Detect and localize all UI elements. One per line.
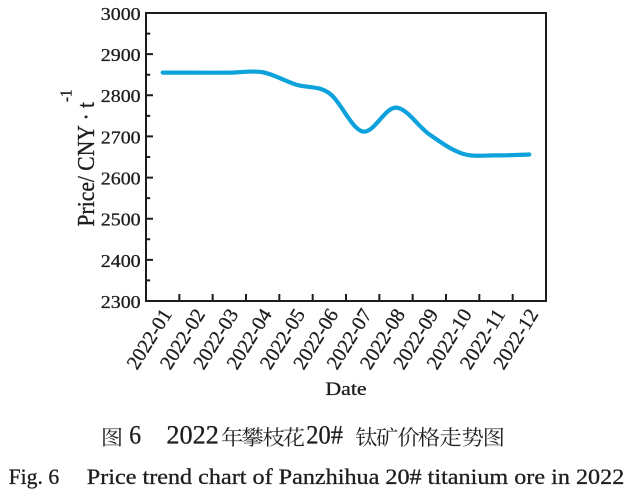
svg-text:2700: 2700	[101, 127, 141, 147]
svg-text:2400: 2400	[101, 251, 141, 271]
svg-text:3000: 3000	[101, 4, 141, 24]
svg-text:2500: 2500	[101, 210, 141, 230]
svg-text:6: 6	[129, 420, 141, 449]
svg-text:2800: 2800	[101, 86, 141, 106]
svg-text:2300: 2300	[101, 292, 141, 312]
svg-text:Fig. 6: Fig. 6	[9, 464, 60, 489]
svg-text:Price/ CNY · t-1: Price/ CNY · t-1	[58, 90, 99, 227]
svg-text:2022: 2022	[166, 420, 218, 449]
svg-text:Price trend chart of Panzhihua: Price trend chart of Panzhihua 20# titan…	[87, 464, 625, 489]
svg-text:2600: 2600	[101, 168, 141, 188]
svg-text:20#: 20#	[306, 420, 343, 449]
svg-text:Date: Date	[325, 379, 366, 400]
svg-text:2900: 2900	[101, 45, 141, 65]
